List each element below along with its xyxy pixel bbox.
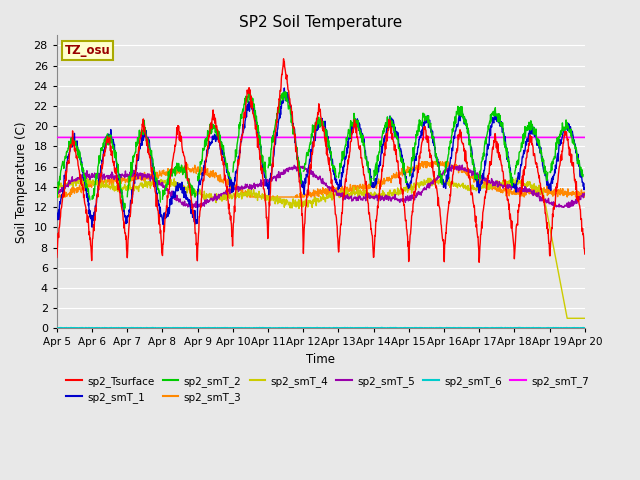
- Y-axis label: Soil Temperature (C): Soil Temperature (C): [15, 121, 28, 242]
- Text: TZ_osu: TZ_osu: [65, 44, 111, 57]
- Title: SP2 Soil Temperature: SP2 Soil Temperature: [239, 15, 403, 30]
- X-axis label: Time: Time: [307, 353, 335, 366]
- Legend: sp2_Tsurface, sp2_smT_1, sp2_smT_2, sp2_smT_3, sp2_smT_4, sp2_smT_5, sp2_smT_6, : sp2_Tsurface, sp2_smT_1, sp2_smT_2, sp2_…: [62, 372, 593, 407]
